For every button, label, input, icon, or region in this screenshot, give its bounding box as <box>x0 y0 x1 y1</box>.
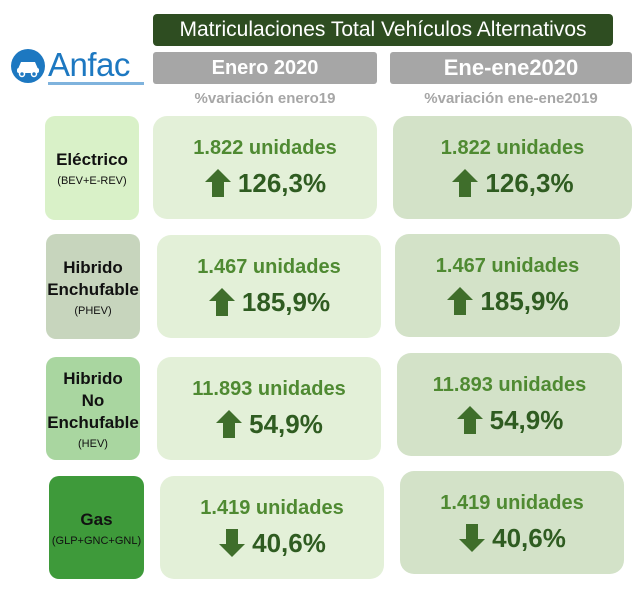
percent-row: 185,9% <box>157 287 381 318</box>
percent-value: 126,3% <box>237 167 327 198</box>
percent-row: 54,9% <box>157 409 381 440</box>
stat-card: 1.822 unidades 126,3% <box>393 116 632 219</box>
row-label-name: Hibrido <box>63 368 123 388</box>
percent-value: 185,9% <box>480 285 569 316</box>
percent-row: 126,3% <box>153 168 377 199</box>
stat-card: 1.467 unidades 185,9% <box>157 235 381 338</box>
units-value: 1.822 unidades <box>193 136 337 159</box>
units-value: 11.893 unidades <box>432 373 587 396</box>
row-label-sub: (HEV) <box>78 437 108 450</box>
row-label-name: Hibrido <box>63 257 123 277</box>
row-label-name: Enchufable <box>47 279 139 299</box>
percent-row: 185,9% <box>395 286 620 317</box>
arrow-up-icon <box>216 410 243 438</box>
percent-row: 40,6% <box>160 528 384 559</box>
logo-text: Anfac <box>48 46 130 83</box>
stat-card: 1.822 unidades 126,3% <box>153 116 377 219</box>
arrow-up-icon <box>204 169 231 197</box>
units-value: 1.467 unidades <box>435 254 580 277</box>
arrow-up-icon <box>208 288 235 316</box>
stat-card: 11.893 unidades 54,9% <box>157 357 381 460</box>
arrow-up-icon <box>447 287 474 315</box>
row-label-0: Eléctrico (BEV+E-REV) <box>45 116 139 220</box>
row-label-sub: (GLP+GNC+GNL) <box>51 534 142 547</box>
stat-card: 11.893 unidades 54,9% <box>397 353 622 456</box>
page-title: Matriculaciones Total Vehículos Alternat… <box>153 14 613 46</box>
arrow-up-icon <box>456 406 483 434</box>
percent-value: 40,6% <box>492 522 566 553</box>
percent-value: 40,6% <box>252 527 326 558</box>
row-label-name: No <box>81 390 105 410</box>
stat-card: 1.419 unidades 40,6% <box>400 471 624 574</box>
stat-card: 1.419 unidades 40,6% <box>160 476 384 579</box>
anfac-logo: Anfac <box>10 46 144 88</box>
row-label-sub: (PHEV) <box>74 304 112 317</box>
percent-value: 54,9% <box>489 404 564 435</box>
percent-row: 54,9% <box>397 405 622 436</box>
percent-value: 185,9% <box>241 286 331 317</box>
percent-row: 40,6% <box>400 523 624 554</box>
column-header-enero-2020: Enero 2020 <box>153 52 377 84</box>
units-value: 1.822 unidades <box>440 136 585 159</box>
percent-row: 126,3% <box>393 168 632 199</box>
row-label-name: Enchufable <box>47 412 139 432</box>
percent-value: 54,9% <box>249 408 323 439</box>
row-label-name: Gas <box>80 509 113 529</box>
row-label-sub: (BEV+E-REV) <box>57 175 127 187</box>
row-label-name: Eléctrico <box>56 150 128 169</box>
row-label-3: Gas (GLP+GNC+GNL) <box>49 476 144 579</box>
percent-value: 126,3% <box>485 167 574 198</box>
column-subheader-enero-2020: %variación enero19 <box>194 89 336 107</box>
car-icon <box>11 49 45 83</box>
units-value: 11.893 unidades <box>192 377 346 400</box>
row-label-2: Hibrido No Enchufable (HEV) <box>46 357 140 460</box>
row-label-1: Hibrido Enchufable (PHEV) <box>46 234 140 339</box>
logo-underline <box>48 82 144 85</box>
column-header-ene-ene-2020: Ene-ene2020 <box>390 52 632 84</box>
column-subheader-ene-ene-2020: %variación ene-ene2019 <box>424 89 598 107</box>
stat-card: 1.467 unidades 185,9% <box>395 234 620 337</box>
units-value: 1.419 unidades <box>200 496 344 519</box>
arrow-down-icon <box>459 524 486 552</box>
units-value: 1.419 unidades <box>440 491 584 514</box>
units-value: 1.467 unidades <box>197 255 341 278</box>
arrow-down-icon <box>219 529 246 557</box>
arrow-up-icon <box>452 169 479 197</box>
